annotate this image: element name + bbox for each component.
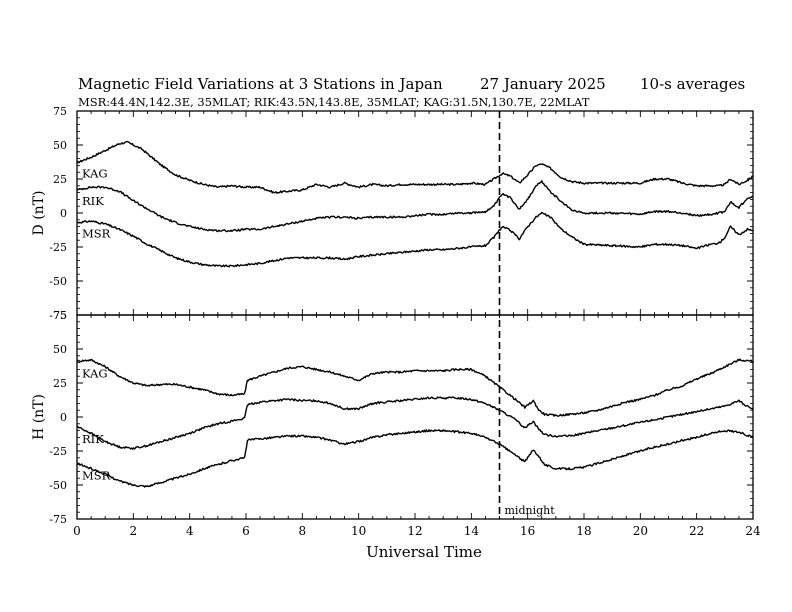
d-axis-label: D (nT) xyxy=(31,191,47,236)
y-tick-label: 0 xyxy=(60,207,67,220)
series-labels-layer: KAG RIK MSR KAG RIK MSR xyxy=(82,167,111,483)
y-tick-label: -50 xyxy=(49,479,67,492)
chart-date: 27 January 2025 xyxy=(480,75,606,93)
series-label-rik: RIK xyxy=(82,194,104,208)
series-label-kag: KAG xyxy=(82,366,108,380)
x-tick-label: 16 xyxy=(520,524,535,538)
series-line-rik xyxy=(76,396,754,450)
h-axis-label: H (nT) xyxy=(31,394,47,440)
x-tick-label: 12 xyxy=(407,524,422,538)
y-tick-label: -75 xyxy=(49,513,67,526)
x-tick-label: 2 xyxy=(130,524,138,538)
x-tick-label: 6 xyxy=(242,524,250,538)
x-tick-label: 24 xyxy=(745,524,761,538)
series-line-kag xyxy=(76,358,754,417)
panel-h-frame xyxy=(76,314,754,520)
y-tick-label: 50 xyxy=(53,343,67,356)
y-tick-label: -25 xyxy=(49,241,67,254)
y-tick-label: 0 xyxy=(60,411,67,424)
y-tick-label: 25 xyxy=(53,173,67,186)
y-tick-label: 75 xyxy=(53,105,67,118)
series-layer xyxy=(76,140,754,488)
series-line-rik xyxy=(76,180,754,233)
series-label-rik: RIK xyxy=(82,432,104,446)
x-tick-label: 8 xyxy=(299,524,307,538)
midnight-label: midnight xyxy=(505,504,556,517)
y-tick-label: 25 xyxy=(53,377,67,390)
chart-title: Magnetic Field Variations at 3 Stations … xyxy=(78,75,443,93)
x-tick-label: 14 xyxy=(464,524,480,538)
y-tick-label: -50 xyxy=(49,275,67,288)
y-tick-label: 50 xyxy=(53,139,67,152)
stations-line: MSR:44.4N,142.3E, 35MLAT; RIK:43.5N,143.… xyxy=(78,95,590,109)
y-tick-label: 75 xyxy=(53,309,67,322)
series-line-msr xyxy=(76,211,754,268)
x-tick-label: 22 xyxy=(689,524,704,538)
series-label-msr: MSR xyxy=(82,226,111,240)
series-line-kag xyxy=(76,140,754,194)
y-tick-label: -25 xyxy=(49,445,67,458)
x-tick-label: 4 xyxy=(186,524,194,538)
chart-averaging: 10-s averages xyxy=(640,75,745,93)
x-tick-label: 18 xyxy=(576,524,591,538)
series-line-msr xyxy=(76,429,754,488)
series-label-kag: KAG xyxy=(82,167,108,181)
x-tick-label: 10 xyxy=(351,524,366,538)
y-tick-label: -75 xyxy=(49,309,67,322)
x-tick-label: 0 xyxy=(73,524,81,538)
x-axis-label: Universal Time xyxy=(366,543,482,561)
series-label-msr: MSR xyxy=(82,468,111,482)
x-tick-label: 20 xyxy=(633,524,648,538)
